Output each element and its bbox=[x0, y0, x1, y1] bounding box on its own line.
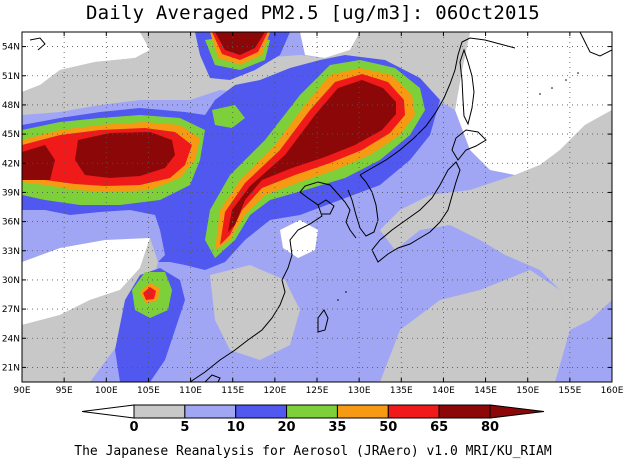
island-dot bbox=[345, 291, 347, 293]
clean-region-northeast bbox=[455, 32, 612, 175]
colorbar-level-label: 80 bbox=[481, 420, 499, 435]
lat-tick-label: 21N bbox=[2, 363, 20, 373]
gridlines bbox=[22, 32, 612, 382]
colorbar-segment bbox=[286, 404, 338, 419]
korea-coast bbox=[347, 174, 379, 237]
colorbar-over-arrow bbox=[489, 404, 545, 419]
lat-tick-label: 39N bbox=[2, 188, 20, 198]
lon-tick-label: 120E bbox=[263, 386, 286, 396]
colorbar-level-label: 5 bbox=[180, 420, 189, 435]
colorbar-segment bbox=[387, 404, 440, 419]
mainland-russia-coast bbox=[359, 37, 516, 176]
taiwan bbox=[317, 309, 329, 333]
gray-region-south-sea bbox=[380, 270, 570, 382]
lon-tick-label: 140E bbox=[432, 386, 455, 396]
lat-tick-label: 36N bbox=[2, 218, 20, 228]
tick-marks bbox=[21, 32, 613, 382]
colorbar-segment bbox=[235, 404, 288, 419]
lon-tick-label: 95E bbox=[56, 386, 73, 396]
island-dot bbox=[539, 93, 541, 95]
lat-tick-label: 33N bbox=[2, 247, 20, 257]
lon-tick-label: 125E bbox=[306, 386, 329, 396]
lon-tick-label: 115E bbox=[221, 386, 244, 396]
lon-tick-label: 90E bbox=[13, 386, 30, 396]
colorbar-segment bbox=[438, 404, 491, 419]
lon-tick-label: 110E bbox=[179, 386, 202, 396]
lon-tick-label: 105E bbox=[137, 386, 160, 396]
colorbar-level-label: 50 bbox=[379, 420, 397, 435]
lon-tick-label: 150E bbox=[516, 386, 539, 396]
island-dot bbox=[551, 87, 553, 89]
gray-region-southwest bbox=[22, 238, 158, 382]
colorbar-segment bbox=[336, 404, 389, 419]
lat-tick-label: 48N bbox=[2, 101, 20, 111]
latitude-labels: 21N 24N 27N 30N 33N 36N 39N 42N 45N 48N 51N 54N bbox=[2, 43, 20, 374]
dark-red-core-east bbox=[228, 80, 396, 232]
china-coast bbox=[189, 181, 357, 382]
credit-line: The Japanese Reanalysis for Aerosol (JRA… bbox=[74, 444, 552, 459]
lon-tick-label: 160E bbox=[601, 386, 624, 396]
colorbar-level-label: 0 bbox=[129, 420, 138, 435]
colorbar-segment bbox=[184, 404, 237, 419]
colorbar: 0 5 10 20 35 50 65 80 bbox=[81, 404, 545, 435]
lon-tick-label: 135E bbox=[390, 386, 413, 396]
japan-honshu bbox=[371, 161, 461, 263]
northwest-border bbox=[29, 37, 46, 51]
lon-tick-label: 155E bbox=[558, 386, 581, 396]
dark-red-core-west-2 bbox=[75, 132, 175, 178]
hainan bbox=[204, 374, 221, 382]
lat-tick-label: 24N bbox=[2, 334, 20, 344]
island-dot bbox=[577, 72, 579, 74]
colorbar-segment bbox=[133, 404, 186, 419]
clean-spot-east-china bbox=[280, 220, 318, 258]
kamchatka-coast bbox=[579, 32, 612, 57]
map-title: Daily Averaged PM2.5 [ug/m3]: 06Oct2015 bbox=[86, 2, 540, 24]
lat-tick-label: 30N bbox=[2, 276, 20, 286]
islands bbox=[337, 72, 579, 301]
gray-region-east-china bbox=[210, 265, 300, 360]
lat-tick-label: 45N bbox=[2, 130, 20, 140]
green-patch-middle bbox=[212, 105, 245, 128]
clean-region-southwest bbox=[22, 238, 150, 325]
colorbar-level-label: 10 bbox=[227, 420, 245, 435]
colorbar-level-label: 65 bbox=[430, 420, 448, 435]
lon-tick-label: 100E bbox=[95, 386, 118, 396]
lat-tick-label: 54N bbox=[2, 43, 20, 53]
sakhalin bbox=[459, 48, 475, 126]
dark-red-core-north bbox=[215, 32, 265, 55]
lon-tick-label: 145E bbox=[474, 386, 497, 396]
lat-tick-label: 27N bbox=[2, 305, 20, 315]
clean-region-north-china bbox=[300, 32, 360, 58]
bohai-coast bbox=[317, 199, 335, 215]
island-dot bbox=[337, 299, 339, 301]
japan-hokkaido bbox=[451, 129, 487, 161]
lon-tick-label: 130E bbox=[348, 386, 371, 396]
colorbar-level-label: 35 bbox=[328, 420, 346, 435]
dark-red-core-west bbox=[22, 145, 55, 180]
concentration-field bbox=[22, 32, 612, 382]
red-spot-south bbox=[143, 287, 156, 300]
lat-tick-label: 42N bbox=[2, 159, 20, 169]
gray-region-pacific bbox=[380, 110, 612, 330]
colorbar-under-arrow bbox=[81, 404, 135, 419]
lat-tick-label: 51N bbox=[2, 72, 20, 82]
island-dot bbox=[565, 79, 567, 81]
longitude-labels: 90E 95E 100E 105E 110E 115E 120E 125E 130E 135E 14… bbox=[13, 386, 623, 396]
colorbar-level-label: 20 bbox=[278, 420, 296, 435]
clean-region-northwest bbox=[22, 32, 150, 92]
coastlines bbox=[29, 32, 612, 382]
